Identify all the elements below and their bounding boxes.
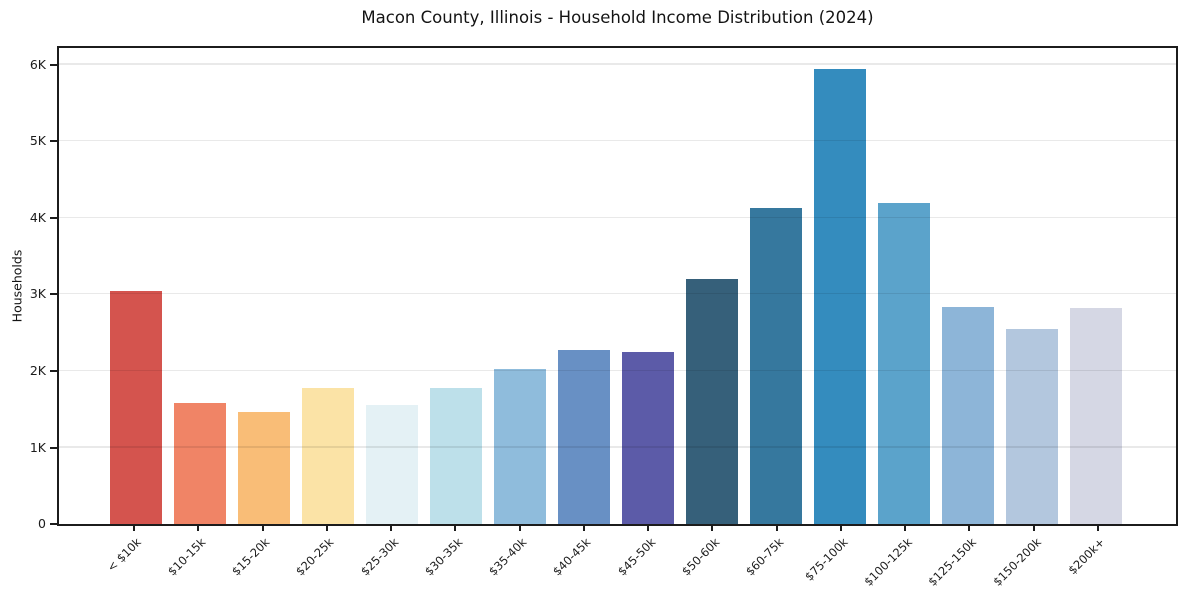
x-tick-label: $60-75k xyxy=(743,535,787,579)
bar xyxy=(686,279,738,524)
x-tick-mark xyxy=(325,526,328,531)
bar xyxy=(302,387,354,524)
bar-slot xyxy=(232,48,296,524)
y-tick-label: 3K xyxy=(29,286,46,302)
plot-area xyxy=(57,46,1178,526)
x-tick-slot: $40-45k xyxy=(550,526,616,588)
x-tick-mark xyxy=(775,526,778,531)
bar xyxy=(558,350,610,524)
bar xyxy=(878,202,930,524)
bar-slot xyxy=(488,48,552,524)
x-tick-label: $30-35k xyxy=(421,535,466,579)
bar xyxy=(1070,308,1122,524)
bar xyxy=(494,369,546,524)
x-tick-mark xyxy=(261,526,264,531)
x-tick-slot: $60-75k xyxy=(743,526,809,588)
bar-slot xyxy=(552,48,616,524)
bar xyxy=(430,387,482,524)
x-tick-slot: $125-150k xyxy=(926,526,1001,589)
x-tick-slot: $100-125k xyxy=(861,526,937,589)
bar xyxy=(622,351,674,524)
y-tick-label: 1K xyxy=(29,439,46,455)
y-tick-label: 5K xyxy=(29,133,46,149)
x-tick-slot: $50-60k xyxy=(678,526,744,588)
y-tick-mark xyxy=(50,216,57,219)
x-tick-slot: $25-30k xyxy=(357,526,423,588)
x-tick-label: $35-40k xyxy=(486,535,530,579)
y-tick-mark xyxy=(50,369,57,372)
y-tick-label: 4K xyxy=(29,209,46,225)
y-tick-label: 2K xyxy=(29,362,46,378)
bar-slot xyxy=(296,48,360,524)
x-tick-slot: $35-40k xyxy=(486,526,552,588)
x-axis-ticks: < $10k $10-15k $15-20k $20-25k $25-30k $30-35… xyxy=(57,526,1178,589)
x-tick-label: $200k+ xyxy=(1065,535,1108,578)
bar-slot xyxy=(808,48,872,524)
x-tick-label: $45-50k xyxy=(614,535,659,579)
x-tick-label: $15-20k xyxy=(229,535,273,579)
x-tick-mark xyxy=(1096,526,1099,531)
bar-slot xyxy=(360,48,424,524)
x-tick-slot: $200k+ xyxy=(1066,526,1130,588)
bar-slot xyxy=(104,48,168,524)
x-tick-label: $75-100k xyxy=(802,535,851,584)
bar xyxy=(1006,328,1058,524)
x-tick-slot: $30-35k xyxy=(421,526,487,588)
bar xyxy=(750,207,802,524)
bar-slot xyxy=(744,48,808,524)
x-tick-mark xyxy=(647,526,650,531)
x-tick-mark xyxy=(711,526,714,531)
y-tick-label: 6K xyxy=(29,56,46,72)
bar-slot xyxy=(424,48,488,524)
x-tick-label: $50-60k xyxy=(678,535,723,579)
bar xyxy=(238,412,290,524)
bars-container xyxy=(59,48,1176,524)
x-tick-mark xyxy=(582,526,585,531)
x-tick-mark xyxy=(904,526,907,531)
bar-slot xyxy=(872,48,936,524)
x-tick-mark xyxy=(454,526,457,531)
x-tick-slot: $150-200k xyxy=(990,526,1066,589)
chart-title: Macon County, Illinois - Household Incom… xyxy=(361,8,874,27)
x-tick-slot: $20-25k xyxy=(293,526,359,588)
x-tick-mark xyxy=(133,526,136,531)
x-tick-slot: $10-15k xyxy=(164,526,230,588)
bar-slot xyxy=(168,48,232,524)
x-tick-mark xyxy=(1032,526,1035,531)
x-tick-label: $40-45k xyxy=(550,535,594,579)
y-tick-mark xyxy=(50,293,57,296)
y-tick-mark xyxy=(50,63,57,66)
bar-slot xyxy=(1064,48,1128,524)
x-tick-label: < $10k xyxy=(104,535,145,575)
x-tick-mark xyxy=(197,526,200,531)
y-tick-mark xyxy=(50,446,57,449)
y-tick-mark xyxy=(50,523,57,525)
x-tick-slot: $15-20k xyxy=(229,526,295,588)
x-tick-mark xyxy=(390,526,393,531)
x-tick-mark xyxy=(839,526,842,531)
x-tick-label: $10-15k xyxy=(164,535,209,579)
x-tick-slot: $75-100k xyxy=(802,526,873,588)
bar-slot xyxy=(616,48,680,524)
bar-slot xyxy=(1000,48,1064,524)
bar-slot xyxy=(680,48,744,524)
x-tick-slot: < $10k xyxy=(102,526,166,588)
y-tick-label: 0 xyxy=(38,516,46,531)
bar xyxy=(366,405,418,524)
y-tick-mark xyxy=(50,140,57,143)
x-tick-mark xyxy=(968,526,971,531)
bar xyxy=(814,69,866,524)
x-tick-mark xyxy=(518,526,521,531)
bar xyxy=(942,306,994,524)
bar xyxy=(110,290,162,524)
x-tick-label: $20-25k xyxy=(293,535,337,579)
x-tick-slot: $45-50k xyxy=(614,526,680,588)
x-tick-label: $25-30k xyxy=(357,535,402,579)
bar xyxy=(174,403,226,524)
bar-slot xyxy=(936,48,1000,524)
